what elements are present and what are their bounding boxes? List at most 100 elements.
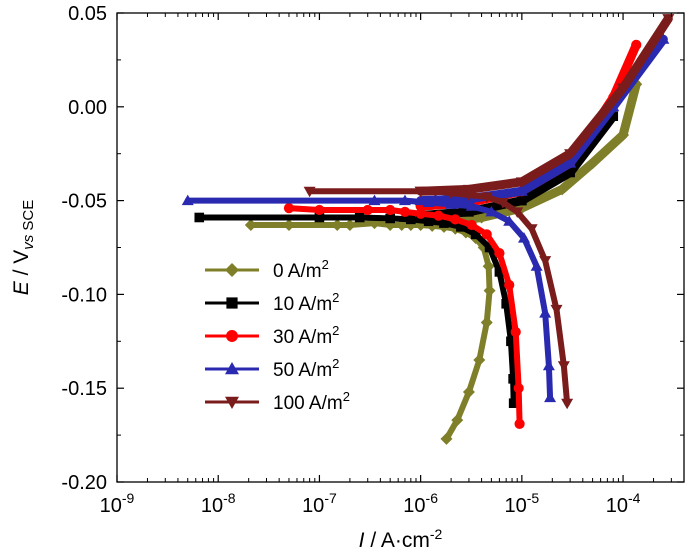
series-2-point xyxy=(415,208,426,219)
series-3-point xyxy=(564,157,577,168)
series-4-point xyxy=(617,83,630,95)
series-0-point xyxy=(482,260,495,273)
series-1-point xyxy=(608,111,619,121)
series-1 xyxy=(194,111,619,409)
series-0-point xyxy=(343,218,356,231)
series-2-point xyxy=(314,204,325,216)
series-4-point xyxy=(462,190,475,201)
series-1-point xyxy=(406,214,416,225)
series-4-point xyxy=(462,184,475,196)
series-4-anodic-line xyxy=(416,14,673,196)
series-1-point xyxy=(508,398,519,409)
series-2-point xyxy=(450,214,461,225)
series-4-point xyxy=(561,398,574,410)
series-4-point xyxy=(414,186,427,198)
series-3-point xyxy=(515,185,528,196)
y-tick-label: -0.10 xyxy=(61,284,107,306)
series-3-point xyxy=(368,194,381,206)
series-3-point xyxy=(539,307,552,318)
x-axis-unit-exp: -2 xyxy=(430,526,443,542)
series-2-point xyxy=(283,203,295,214)
series-layer xyxy=(181,14,675,445)
series-4-point xyxy=(539,256,552,267)
legend-marker xyxy=(226,330,238,342)
y-tick-label: -0.15 xyxy=(61,378,107,400)
series-4-point xyxy=(550,304,563,316)
series-3-point xyxy=(503,215,516,226)
legend-item: 10 A/m2 xyxy=(205,290,339,315)
series-0-point xyxy=(440,432,453,445)
y-tick-label: 0.00 xyxy=(68,97,107,119)
series-2-point xyxy=(513,383,524,394)
series-0-cathodic-line xyxy=(247,220,493,442)
series-3-point xyxy=(465,200,478,211)
series-1-point xyxy=(423,216,434,227)
series-1-point xyxy=(439,218,449,228)
series-1-point xyxy=(501,298,511,309)
plot-frame xyxy=(116,12,685,483)
y-tick-label: 0.05 xyxy=(68,3,107,25)
series-1-point xyxy=(456,222,466,232)
series-0-point xyxy=(451,414,464,427)
series-0-point xyxy=(462,385,475,398)
series-3-point xyxy=(398,194,411,206)
series-0-point xyxy=(617,128,630,141)
series-2-point xyxy=(494,248,505,259)
series-4-point xyxy=(564,149,577,160)
legend-item: 0 A/m2 xyxy=(205,257,329,282)
series-4-point xyxy=(515,177,528,188)
series-3-point xyxy=(542,359,555,371)
y-axis-var: E xyxy=(10,280,33,295)
x-tick-label: 10-5 xyxy=(504,490,539,517)
series-4-point xyxy=(480,192,493,203)
series-0-point xyxy=(331,218,344,231)
series-0-point xyxy=(480,316,493,329)
legend-label: 100 A/m2 xyxy=(273,389,350,414)
y-axis-sub-vs: vs xyxy=(20,234,37,250)
series-4-point xyxy=(303,186,316,198)
x-tick-label: 10-7 xyxy=(302,490,337,517)
series-1-point xyxy=(506,336,516,347)
y-axis-unit: / V xyxy=(10,250,33,282)
legend-marker xyxy=(225,263,239,277)
series-1-point xyxy=(470,229,481,240)
series-1-point xyxy=(464,207,474,217)
series-1-point xyxy=(354,212,365,223)
series-2-point xyxy=(433,210,444,221)
x-tick-label: 10-8 xyxy=(201,490,236,517)
series-3-point xyxy=(544,391,557,403)
series-4-point xyxy=(557,361,570,372)
series-0-point xyxy=(483,284,496,297)
x-axis-unit: / A·cm xyxy=(365,529,430,552)
x-tick-label: 10-9 xyxy=(100,490,135,517)
series-4-point xyxy=(511,207,524,218)
series-0-point xyxy=(586,157,599,170)
series-1-point xyxy=(517,195,527,206)
legend-item: 30 A/m2 xyxy=(205,323,339,348)
series-2-point xyxy=(362,204,373,216)
series-1-point xyxy=(314,212,325,223)
legend-label: 50 A/m2 xyxy=(273,356,339,381)
series-3-point xyxy=(414,194,427,206)
legend: 0 A/m2 10 A/m2 30 A/m2 50 A/m2 100 A/m2 xyxy=(205,257,350,414)
series-4-point xyxy=(445,188,458,200)
series-0-point xyxy=(244,218,257,231)
legend-label: 0 A/m2 xyxy=(273,257,329,282)
legend-label: 30 A/m2 xyxy=(273,323,339,348)
series-2-point xyxy=(385,204,396,216)
series-1-point xyxy=(494,267,505,277)
axis-layer: 10-9 10-8 10-7 10-6 10-5 10-4 0.05 0.00 -0.05 -0.… xyxy=(61,3,684,517)
series-3-point xyxy=(181,194,194,206)
series-3-point xyxy=(445,198,458,209)
series-4-point xyxy=(525,224,538,235)
x-tick-label: 10-6 xyxy=(403,490,438,517)
series-3-point xyxy=(517,232,530,243)
y-axis-sub-ref: SCE xyxy=(20,200,37,235)
x-axis-var: I xyxy=(359,529,365,552)
legend-item: 50 A/m2 xyxy=(205,356,339,381)
series-2-point xyxy=(504,279,515,291)
series-1-point xyxy=(508,374,518,384)
series-2-point xyxy=(481,229,492,240)
series-4-point xyxy=(496,197,509,209)
